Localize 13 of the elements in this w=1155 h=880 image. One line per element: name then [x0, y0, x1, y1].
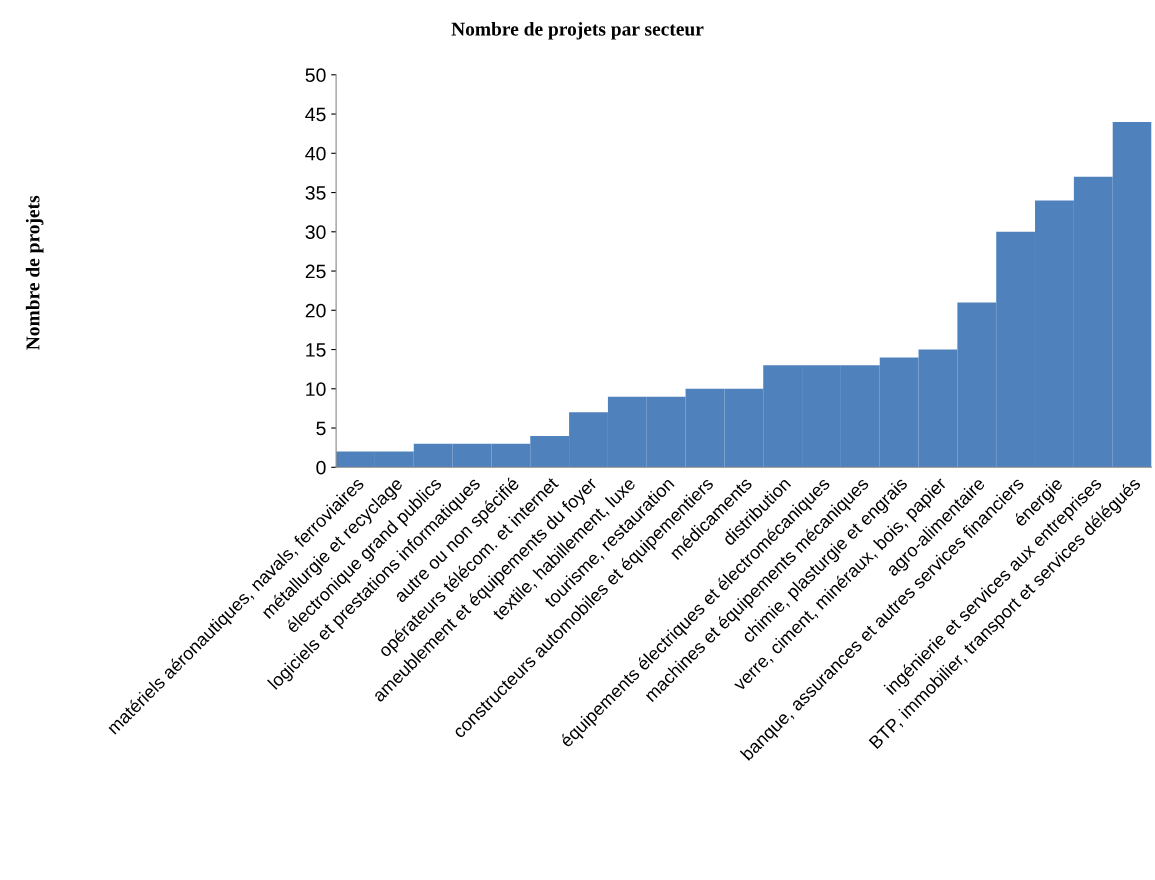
- y-tick-label: 5: [316, 421, 326, 436]
- y-tick-label: 35: [305, 186, 326, 200]
- y-tick-label: 40: [305, 146, 326, 161]
- y-tick-label: 10: [306, 382, 326, 397]
- y-tick-label: 0: [316, 460, 326, 475]
- y-tick-label: 20: [305, 303, 326, 318]
- y-tick-label: 15: [306, 343, 326, 357]
- y-tick-label: 25: [305, 264, 326, 279]
- y-tick-label: 50: [305, 68, 326, 83]
- y-tick-label: 45: [305, 107, 326, 122]
- y-axis-title: Nombre de projets: [25, 195, 44, 350]
- chart-title: Nombre de projets par secteur: [451, 21, 704, 40]
- y-tick-label: 30: [305, 225, 326, 240]
